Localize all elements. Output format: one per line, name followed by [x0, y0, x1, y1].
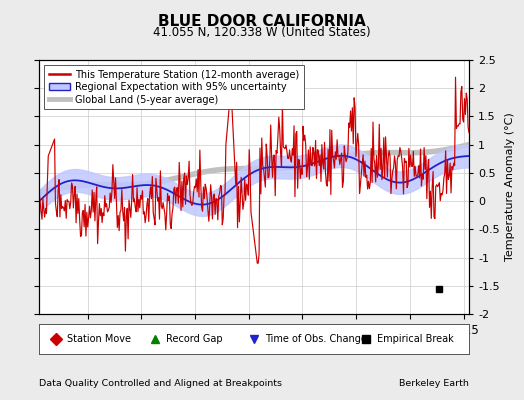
Y-axis label: Temperature Anomaly (°C): Temperature Anomaly (°C): [505, 113, 515, 261]
Text: Time of Obs. Change: Time of Obs. Change: [265, 334, 367, 344]
Legend: This Temperature Station (12-month average), Regional Expectation with 95% uncer: This Temperature Station (12-month avera…: [44, 65, 304, 110]
Text: Station Move: Station Move: [67, 334, 131, 344]
Text: Data Quality Controlled and Aligned at Breakpoints: Data Quality Controlled and Aligned at B…: [39, 380, 282, 388]
Text: Record Gap: Record Gap: [166, 334, 223, 344]
Text: Berkeley Earth: Berkeley Earth: [399, 380, 469, 388]
Text: Empirical Break: Empirical Break: [377, 334, 453, 344]
Text: 41.055 N, 120.338 W (United States): 41.055 N, 120.338 W (United States): [153, 26, 371, 39]
Text: BLUE DOOR CALIFORNIA: BLUE DOOR CALIFORNIA: [158, 14, 366, 29]
